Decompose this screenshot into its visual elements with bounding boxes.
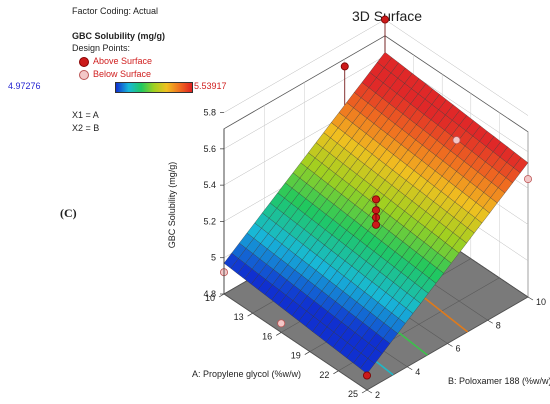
b-tick-mark xyxy=(527,296,534,301)
a-tick-mark xyxy=(304,351,310,355)
z-tick-label: 4.8 xyxy=(203,289,216,299)
b-tick-mark xyxy=(447,343,453,347)
response-surface xyxy=(223,51,529,374)
below-surface-marker-icon xyxy=(79,70,89,80)
below-surface-label: Below Surface xyxy=(93,69,152,79)
a-tick-mark xyxy=(247,312,253,317)
z-tick-label: 5.2 xyxy=(203,216,216,226)
a-tick-mark xyxy=(218,293,225,298)
design-point-above xyxy=(380,15,389,24)
chart-title: 3D Surface xyxy=(352,8,423,24)
a-tick-label: 13 xyxy=(234,312,244,322)
b-tick-mark xyxy=(487,319,493,324)
factor-coding-label: Factor Coding: Actual xyxy=(72,6,159,16)
x1-definition: X1 = A xyxy=(72,110,99,120)
b-tick-mark xyxy=(407,366,413,371)
b-tick-label: 2 xyxy=(375,390,380,400)
design-point-below xyxy=(452,136,461,145)
response-name-label: GBC Solubility (mg/g) xyxy=(72,31,165,41)
colorbar-low-value: 4.97276 xyxy=(8,81,41,91)
z-tick-label: 5.8 xyxy=(203,108,216,118)
design-point-above xyxy=(340,62,349,71)
design-point-above xyxy=(362,371,371,380)
above-surface-marker-icon xyxy=(79,57,89,67)
z-tick-label: 5.6 xyxy=(203,144,216,154)
floor-gridline xyxy=(223,293,368,391)
a-tick-label: 10 xyxy=(205,293,215,303)
design-point-above xyxy=(371,220,380,229)
b-tick-label: 8 xyxy=(496,320,501,330)
z-gridline xyxy=(223,19,386,113)
a-tick-mark xyxy=(361,389,368,394)
a-tick-label: 16 xyxy=(262,331,272,341)
panel-letter: (C) xyxy=(60,206,77,220)
z-gridline xyxy=(384,19,529,116)
b-tick-label: 4 xyxy=(415,367,420,377)
a-tick-label: 22 xyxy=(319,370,329,380)
axis-labels: 4.8 5 5.2 5.4 5.6 5.8 10 13 16 19 22 25 2 4 6 8 10 GBC So… xyxy=(167,108,550,400)
a-tick-mark xyxy=(276,332,282,336)
z-tick-label: 5.4 xyxy=(203,180,216,190)
a-tick-label: 19 xyxy=(291,351,301,361)
x2-definition: X2 = B xyxy=(72,123,100,133)
b-tick-label: 6 xyxy=(456,344,461,354)
colorbar-high-value: 5.53917 xyxy=(194,81,227,91)
design-point-below xyxy=(277,319,286,328)
a-tick-mark xyxy=(333,370,339,375)
above-surface-label: Above Surface xyxy=(93,56,153,66)
a-axis-title: A: Propylene glycol (%w/w) xyxy=(192,369,301,379)
design-point-above xyxy=(371,195,380,204)
a-tick-label: 25 xyxy=(348,389,358,399)
colorbar xyxy=(115,82,193,93)
design-point-below xyxy=(524,175,533,184)
b-tick-mark xyxy=(366,389,373,394)
z-axis-title: GBC Solubility (mg/g) xyxy=(167,162,177,249)
b-tick-label: 10 xyxy=(536,297,546,307)
b-axis-title: B: Poloxamer 188 (%w/w) xyxy=(448,376,550,386)
design-point-above xyxy=(371,206,380,215)
design-points-label: Design Points: xyxy=(72,43,131,53)
z-tick-label: 5 xyxy=(211,253,216,263)
